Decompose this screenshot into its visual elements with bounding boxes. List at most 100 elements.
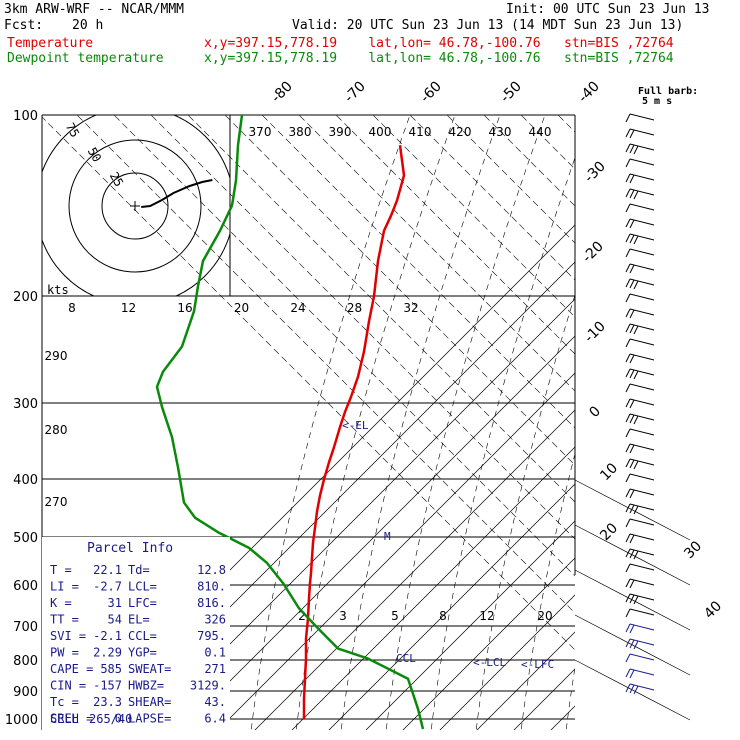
isotherm-line bbox=[291, 446, 575, 730]
pressure-label: 500 bbox=[13, 531, 38, 546]
isotherm-line bbox=[217, 372, 575, 730]
parcel-marker-m: M bbox=[384, 530, 391, 543]
parcel-key: EL= bbox=[128, 613, 150, 627]
parcel-value: 795. bbox=[197, 629, 226, 643]
pressure-label: 700 bbox=[13, 620, 38, 635]
model-title: 3km ARW-WRF -- NCAR/MMM bbox=[4, 2, 185, 17]
pressure-label: 800 bbox=[13, 654, 38, 669]
hodograph-ring-label: 25 bbox=[107, 170, 126, 190]
parcel-info-panel: Parcel Info T = 22.1 Td= 12.8 LI = -2.7 LCL= 81… bbox=[42, 537, 230, 730]
wind-barb bbox=[625, 293, 655, 303]
parcel-value: -2.7 bbox=[93, 580, 122, 594]
pressure-label: 1000 bbox=[5, 713, 38, 728]
parcel-key: K = bbox=[50, 596, 72, 610]
wind-barb bbox=[625, 158, 655, 168]
parcel-value: 43. bbox=[204, 695, 226, 709]
cell-value: 265/40 bbox=[89, 712, 132, 726]
wind-barb bbox=[625, 593, 655, 605]
isotherm-label: -10 bbox=[581, 318, 608, 345]
moist-adiabat-line bbox=[430, 156, 575, 730]
cell-label: CELL bbox=[50, 712, 79, 726]
dry-adiabat-line bbox=[483, 115, 575, 207]
moist-adiabat-label: 32 bbox=[403, 301, 418, 315]
parcel-value: 326 bbox=[204, 613, 226, 627]
pressure-label: 300 bbox=[13, 397, 38, 412]
wind-barb bbox=[625, 323, 655, 335]
pressure-label: 100 bbox=[13, 109, 38, 124]
mixing-ratio-label: 12 bbox=[479, 609, 494, 623]
temperature-legend: Temperature bbox=[7, 36, 94, 51]
parcel-value: 0.1 bbox=[204, 646, 226, 660]
wind-barb bbox=[625, 218, 655, 229]
parcel-value: 54 bbox=[108, 613, 122, 627]
wind-barb bbox=[625, 503, 655, 515]
wind-barb bbox=[625, 143, 655, 155]
parcel-key: CCL= bbox=[128, 629, 157, 643]
moist-adiabat-line bbox=[520, 452, 575, 730]
wind-barb bbox=[625, 683, 655, 695]
isotherm-label: 20 bbox=[597, 520, 621, 544]
parcel-key: CAPE = bbox=[50, 662, 93, 676]
wind-barb bbox=[625, 353, 655, 364]
parcel-value: 6.4 bbox=[204, 712, 226, 726]
pressure-label: 400 bbox=[13, 473, 38, 488]
parcel-marker-el: <-EL bbox=[342, 419, 369, 432]
parcel-key: Td= bbox=[128, 563, 150, 577]
wind-barb bbox=[625, 638, 655, 650]
hodograph-trace bbox=[141, 179, 213, 208]
isotherm-label: 0 bbox=[586, 403, 604, 421]
hodograph-ring bbox=[101, 172, 169, 240]
dry-adiabat-line bbox=[409, 115, 575, 281]
isotherm-line bbox=[578, 100, 740, 740]
isotherm-line bbox=[689, 100, 740, 740]
parcel-value: 585 bbox=[100, 662, 122, 676]
wind-barb bbox=[625, 383, 655, 393]
parcel-value: 31 bbox=[108, 596, 122, 610]
moist-adiabat-line bbox=[565, 665, 575, 730]
parcel-value: -2.1 bbox=[93, 629, 122, 643]
mixing-ratio-label: 2 bbox=[298, 609, 306, 623]
isotherm-line bbox=[726, 100, 740, 740]
dry-adiabat-line bbox=[261, 115, 575, 429]
dewpoint-location: x,y=397.15,778.19 lat,lon= 46.78,-100.76… bbox=[204, 51, 674, 66]
wind-barb bbox=[625, 518, 655, 528]
temperature-profile bbox=[302, 145, 406, 719]
isotherm-line bbox=[476, 631, 575, 730]
parcel-value: 816. bbox=[197, 596, 226, 610]
dry-adiabat-line bbox=[42, 116, 575, 651]
moist-adiabat-label: 28 bbox=[347, 301, 362, 315]
isotherm-label: 10 bbox=[597, 460, 621, 484]
isotherm-label: -50 bbox=[497, 78, 524, 105]
wind-barb bbox=[625, 233, 655, 245]
parcel-key: HWBZ= bbox=[128, 679, 164, 693]
isotherm-label: -70 bbox=[341, 78, 368, 105]
dry-adiabat-line bbox=[520, 115, 575, 170]
outer-isotherm-line bbox=[574, 524, 691, 586]
moist-adiabat-label: 20 bbox=[234, 301, 249, 315]
parcel-marker-lcl: <-LCL bbox=[473, 656, 506, 669]
pressure-label: 600 bbox=[13, 579, 38, 594]
theta-label: 400 bbox=[369, 125, 392, 139]
parcel-value: 23.3 bbox=[93, 695, 122, 709]
parcel-key: SREH = bbox=[50, 712, 93, 726]
wind-barb bbox=[625, 188, 655, 200]
wind-barbs: Full barb:5 m s bbox=[625, 86, 698, 695]
wind-barb bbox=[625, 368, 655, 380]
init-time: Init: 00 UTC Sun 23 Jun 13 bbox=[506, 2, 710, 17]
parcel-value: 271 bbox=[204, 662, 226, 676]
isotherm-line bbox=[180, 335, 575, 730]
wind-barb bbox=[625, 428, 655, 438]
dry-adiabat-line bbox=[187, 115, 575, 503]
temperature-location: x,y=397.15,778.19 lat,lon= 46.78,-100.76… bbox=[204, 36, 674, 51]
dry-adiabat-line bbox=[728, 100, 740, 740]
moist-adiabat-line bbox=[295, 115, 456, 730]
theta-label: 390 bbox=[329, 125, 352, 139]
parcel-key: Tc = bbox=[50, 695, 79, 709]
dry-adiabat-line bbox=[446, 115, 575, 244]
wind-barb bbox=[625, 458, 655, 470]
moist-adiabat-label: 24 bbox=[290, 301, 305, 315]
outer-isotherm-line bbox=[574, 614, 691, 676]
wind-barb bbox=[625, 338, 655, 348]
theta-label: 410 bbox=[409, 125, 432, 139]
wind-barb bbox=[625, 533, 655, 544]
